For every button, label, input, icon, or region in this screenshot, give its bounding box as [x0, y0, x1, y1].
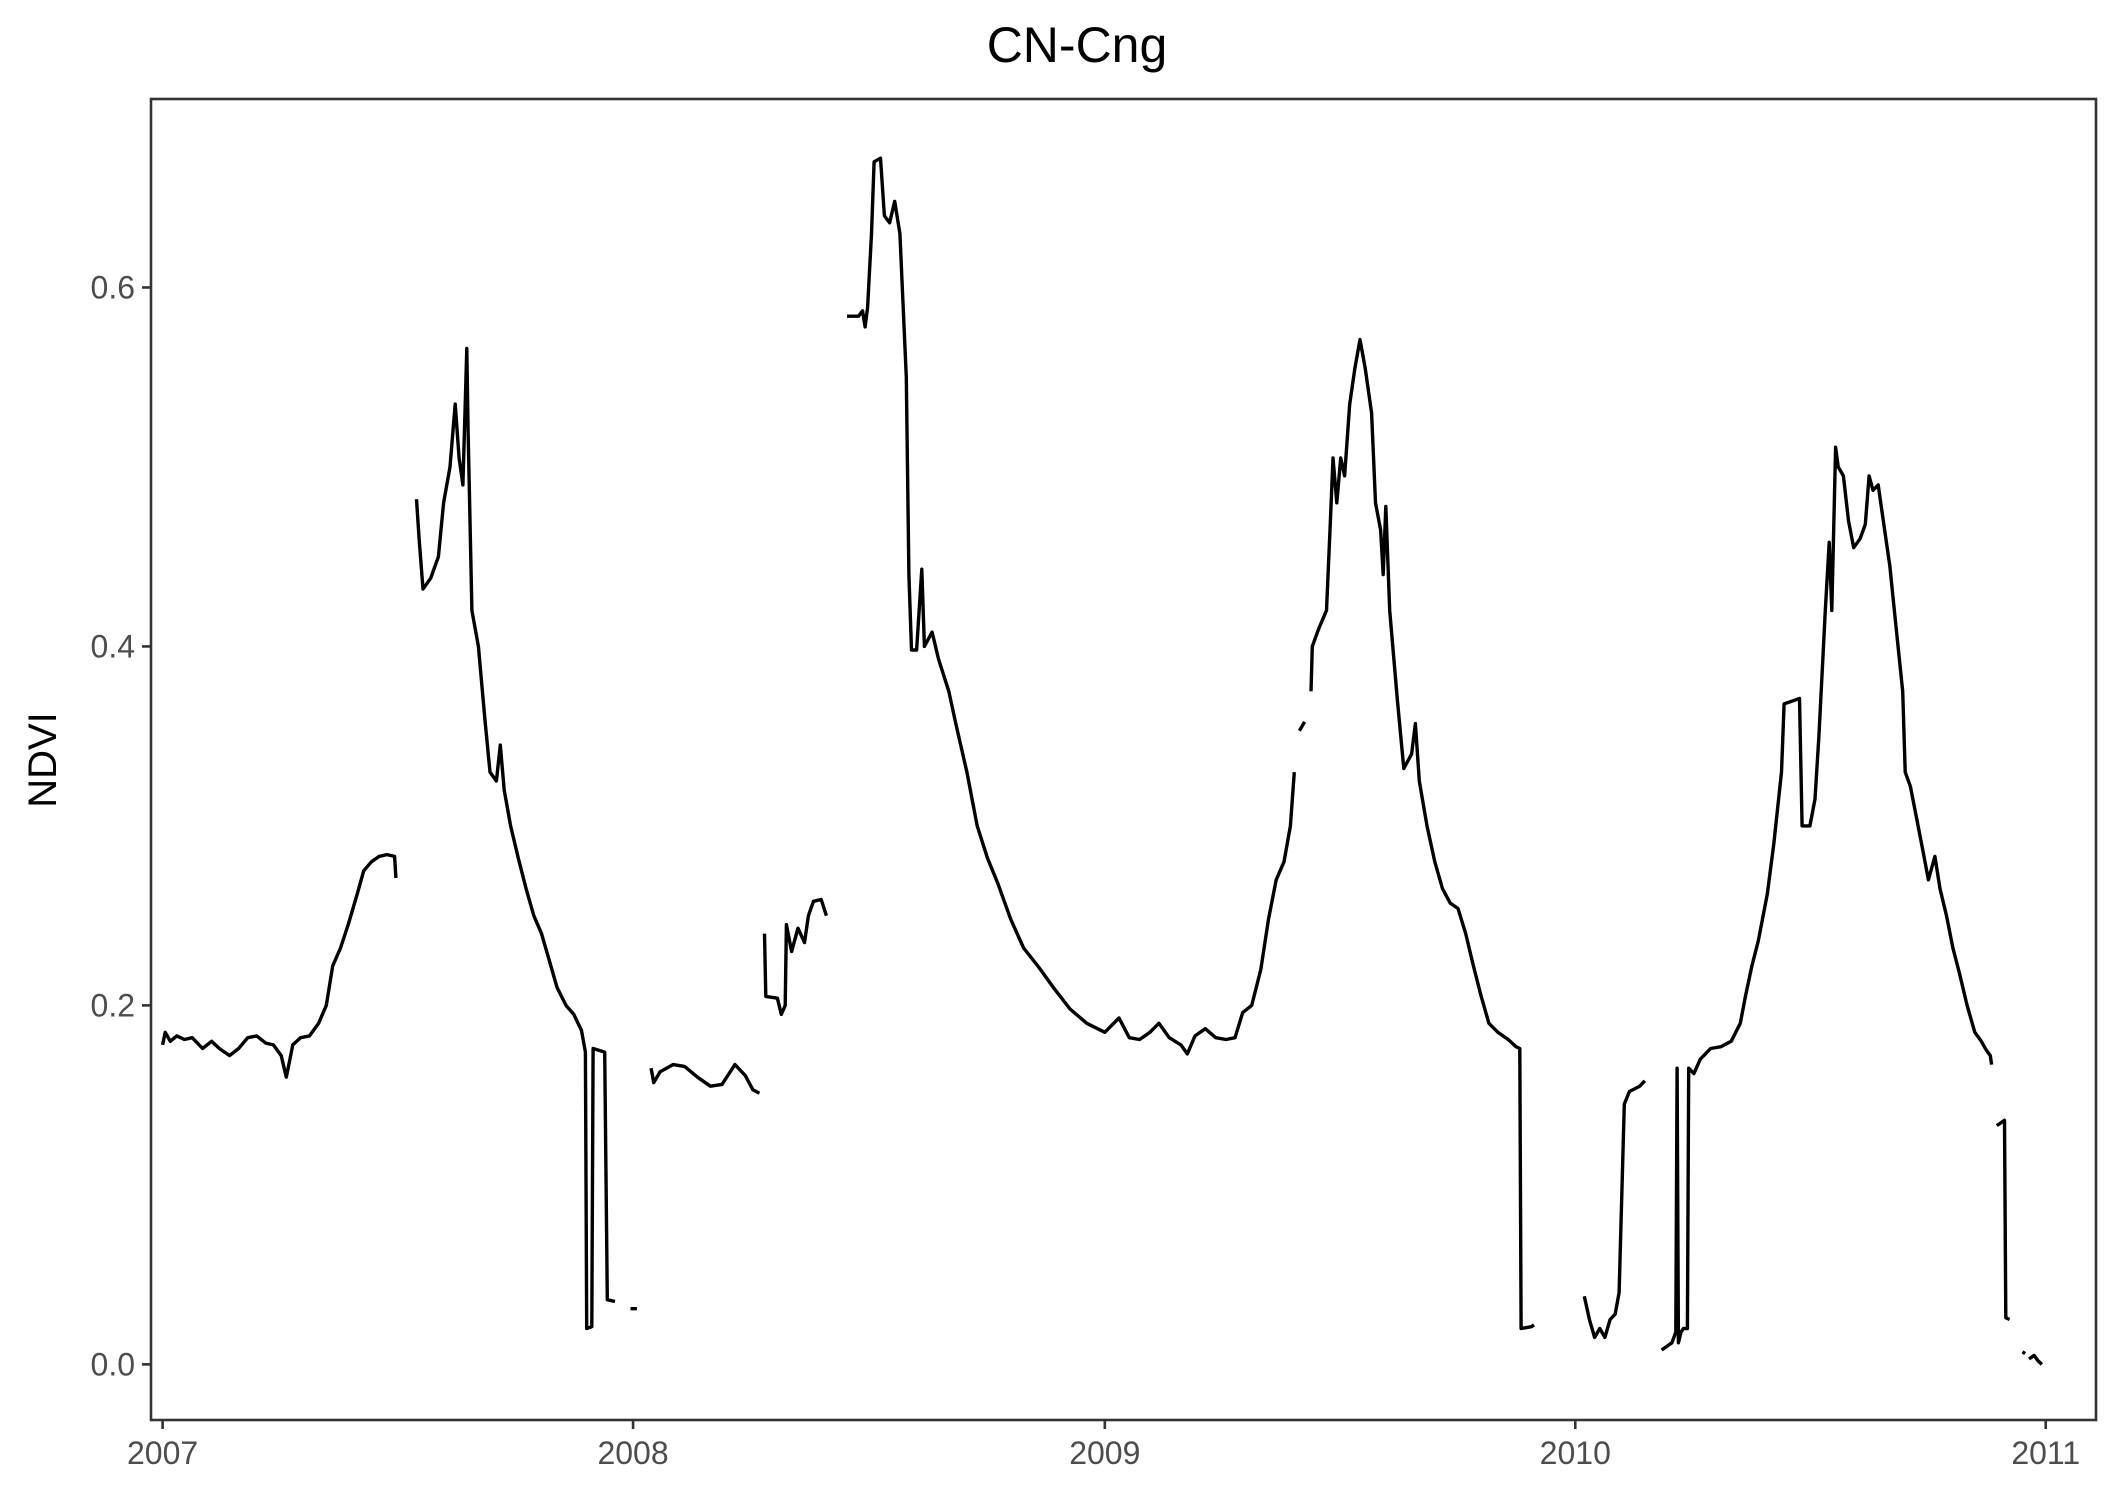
plot-panel-border: [149, 97, 2098, 1422]
series-layer: [160, 156, 2044, 1366]
ndvi-line-segment: [1297, 720, 1307, 732]
x-tick-label: 2011: [2011, 1435, 2080, 1471]
x-tick-label: 2010: [1540, 1435, 1611, 1471]
ndvi-line-segment: [762, 897, 829, 1017]
y-tick-label: 0.6: [91, 269, 135, 305]
y-tick-label: 0.2: [91, 987, 135, 1023]
ndvi-line-segment: [2028, 1353, 2044, 1366]
x-tick-label: 2009: [1069, 1435, 1140, 1471]
ndvi-line-segment: [414, 346, 616, 1331]
y-axis: 0.0 0.2 0.4 0.6: [91, 269, 151, 1382]
x-tick-label: 2007: [127, 1435, 198, 1471]
y-tick-label: 0.4: [91, 628, 135, 664]
y-axis-label: NDVI: [21, 712, 65, 808]
ndvi-line-segment: [847, 156, 1296, 1056]
ndvi-line-segment: [160, 852, 398, 1079]
x-tick-label: 2008: [597, 1435, 668, 1471]
ndvi-line-segment: [1660, 445, 1994, 1352]
ndvi-line-segment: [649, 1062, 761, 1095]
chart-title: CN-Cng: [987, 17, 1168, 73]
ndvi-line-segment: [2021, 1350, 2027, 1355]
ndvi-line-segment: [1309, 337, 1535, 1331]
y-tick-label: 0.0: [91, 1346, 135, 1382]
ndvi-line-segment: [1995, 1118, 2011, 1322]
x-axis: 2007 2008 2009 2010 2011: [127, 1420, 2080, 1471]
ndvi-line-segment: [1582, 1079, 1647, 1340]
